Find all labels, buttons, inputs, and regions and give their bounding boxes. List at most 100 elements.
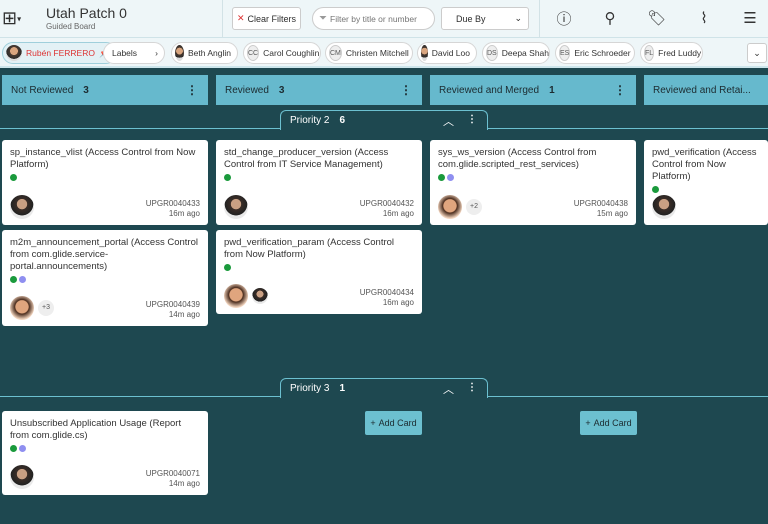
lane-divider [488, 396, 768, 397]
divider [539, 0, 540, 38]
column-header[interactable]: Reviewed 3 ⋮ [216, 75, 422, 105]
column-name: Reviewed [225, 84, 269, 96]
card-number: UPGR0040433 [145, 199, 200, 208]
avatar-initials: ES [559, 45, 571, 61]
label-dot [19, 445, 26, 452]
user-icon[interactable]: ⚲ [604, 10, 616, 27]
assignee-avatar[interactable] [224, 284, 248, 308]
person-filter-chip[interactable]: DS Deepa Shah [482, 42, 550, 64]
board-card[interactable]: pwd_verification_param (Access Control f… [216, 230, 422, 314]
card-title: pwd_verification (Access Control from No… [652, 147, 757, 182]
more-options-icon[interactable]: ⋮ [400, 83, 412, 97]
card-time: 16m ago [382, 209, 414, 218]
add-card-label: Add Card [378, 418, 417, 428]
assignee-avatar[interactable] [438, 195, 462, 219]
assignee-avatar[interactable] [252, 288, 268, 304]
label-dot [652, 186, 659, 193]
card-title: pwd_verification_param (Access Control f… [224, 237, 395, 260]
more-options-icon[interactable]: ⋮ [186, 83, 198, 97]
person-filter-chip[interactable]: CC Carol Coughlin [243, 42, 321, 64]
lane-header[interactable]: Priority 2 6 ︿ ⋮ [280, 110, 488, 130]
column-header[interactable]: Not Reviewed 3 ⋮ [2, 75, 208, 105]
column-name: Reviewed and Retai... [653, 84, 751, 96]
chevron-up-icon[interactable]: ︿ [443, 384, 454, 396]
current-user-chip[interactable]: Rubén FERRERO📌 [2, 42, 117, 64]
board-card[interactable]: Unsubscribed Application Usage (Report f… [2, 411, 208, 495]
lane-name: Priority 2 [290, 115, 330, 126]
add-card-button[interactable]: + Add Card [580, 411, 637, 435]
filter-search[interactable]: ⏷ [312, 7, 435, 30]
person-filter-chip[interactable]: ES Eric Schroeder [555, 42, 635, 64]
sliders-icon[interactable]: ☰ [743, 10, 757, 27]
chevron-down-icon: ⌄ [753, 47, 761, 58]
more-options-icon[interactable]: ⋮ [467, 114, 477, 125]
avatar-initials: FL [644, 45, 655, 61]
chevron-up-icon[interactable]: ︿ [443, 116, 454, 128]
add-card-button[interactable]: + Add Card [365, 411, 422, 435]
column-name: Not Reviewed [11, 84, 74, 96]
card-time: 14m ago [168, 310, 200, 319]
board-card[interactable]: sp_instance_vlist (Access Control from N… [2, 140, 208, 225]
clear-filters-button[interactable]: ✕ Clear Filters [232, 7, 301, 30]
more-options-icon[interactable]: ⋮ [467, 382, 477, 393]
column-name: Reviewed and Merged [439, 84, 540, 96]
card-title: m2m_announcement_portal (Access Control … [10, 237, 198, 272]
lane-divider [488, 128, 768, 129]
person-name: Christen Mitchell [345, 48, 409, 58]
board-title: Utah Patch 0 [46, 5, 127, 21]
add-card-label: Add Card [593, 418, 632, 428]
filter-input[interactable] [330, 13, 430, 24]
info-icon[interactable]: ⓘ [556, 10, 572, 28]
more-options-icon[interactable]: ⋮ [614, 83, 626, 97]
column-count: 1 [549, 84, 555, 96]
sort-value: Due By [456, 13, 486, 24]
lane-header[interactable]: Priority 3 1 ︿ ⋮ [280, 378, 488, 398]
top-bar: ⊞▾ Utah Patch 0 Guided Board ✕ Clear Filt… [0, 0, 768, 38]
label-dot [10, 174, 17, 181]
lane-divider [0, 396, 282, 397]
person-name: Deepa Shah [501, 48, 549, 58]
board-card[interactable]: m2m_announcement_portal (Access Control … [2, 230, 208, 326]
labels-chip[interactable]: Labels › [103, 42, 165, 64]
board-subtitle: Guided Board [46, 22, 96, 31]
lane-count: 1 [339, 383, 346, 394]
board-card[interactable]: pwd_verification (Access Control from No… [644, 140, 768, 225]
card-time: 14m ago [168, 479, 200, 488]
column-header[interactable]: Reviewed and Retai... [644, 75, 768, 105]
person-name: Eric Schroeder [574, 48, 631, 58]
card-time: 15m ago [596, 209, 628, 218]
assignee-avatar[interactable] [652, 195, 676, 219]
more-assignees[interactable]: +2 [466, 199, 482, 215]
board-card[interactable]: std_change_producer_version (Access Cont… [216, 140, 422, 225]
person-filter-chip[interactable]: FL Fred Luddy [640, 42, 703, 64]
clear-filters-label: Clear Filters [247, 13, 297, 24]
assignee-avatar[interactable] [10, 296, 34, 320]
person-filter-chip[interactable]: CM Christen Mitchell [325, 42, 413, 64]
person-name: Beth Anglin [187, 48, 231, 58]
lane-divider [0, 128, 282, 129]
label-dot [10, 445, 17, 452]
card-title: std_change_producer_version (Access Cont… [224, 147, 389, 170]
label-dot [224, 264, 231, 271]
chevron-down-icon: ⌄ [514, 13, 522, 23]
expand-filters-button[interactable]: ⌄ [747, 43, 767, 63]
assignee-avatar[interactable] [224, 195, 248, 219]
more-assignees[interactable]: +3 [38, 300, 54, 316]
assignee-avatar[interactable] [10, 195, 34, 219]
labels-label: Labels [112, 48, 138, 58]
column-header[interactable]: Reviewed and Merged 1 ⋮ [430, 75, 636, 105]
plus-icon: + [370, 418, 376, 428]
card-number: UPGR0040439 [145, 300, 200, 309]
activity-icon[interactable]: ⌇ [700, 10, 708, 27]
chevron-right-icon: › [155, 48, 158, 58]
current-user-name: Rubén FERRERO [26, 48, 95, 58]
person-filter-chip[interactable]: David Loo [417, 42, 477, 64]
tag-icon[interactable]: 🏷 [647, 10, 667, 27]
apps-grid-icon[interactable]: ⊞▾ [2, 8, 22, 28]
avatar-initials: DS [486, 45, 498, 61]
sort-select[interactable]: Due By ⌄ [441, 7, 529, 30]
person-filter-chip[interactable]: Beth Anglin [171, 42, 238, 64]
board-card[interactable]: sys_ws_version (Access Control from com.… [430, 140, 636, 225]
label-dot [10, 276, 17, 283]
assignee-avatar[interactable] [10, 465, 34, 489]
